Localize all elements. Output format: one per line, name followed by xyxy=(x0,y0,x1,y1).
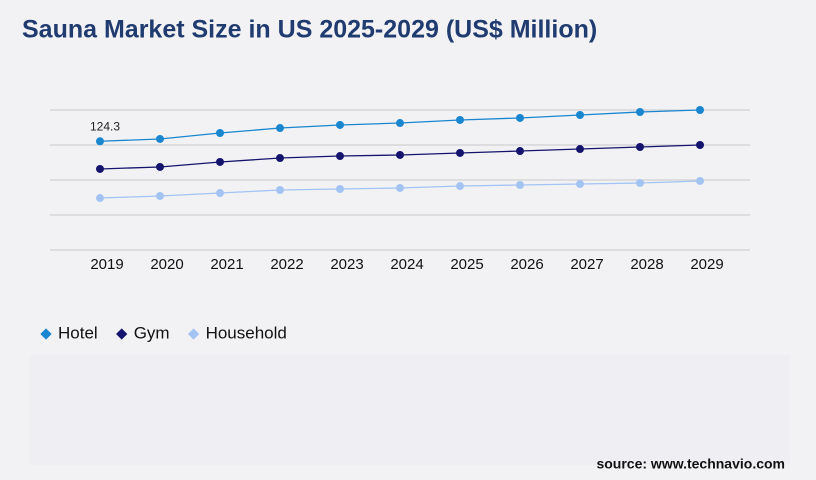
legend-label: Household xyxy=(206,323,287,342)
chart-title: Sauna Market Size in US 2025-2029 (US$ M… xyxy=(22,16,597,44)
data-point xyxy=(696,106,704,114)
x-tick-label: 2023 xyxy=(330,256,363,273)
legend-label: Gym xyxy=(134,323,170,342)
data-point xyxy=(396,183,404,192)
data-point xyxy=(96,164,104,173)
data-point xyxy=(336,152,344,161)
data-point xyxy=(636,108,644,117)
x-tick-label: 2020 xyxy=(150,256,183,273)
data-point xyxy=(156,134,164,143)
data-point xyxy=(636,178,644,187)
data-point xyxy=(636,143,644,152)
data-point xyxy=(96,194,104,203)
data-point xyxy=(276,124,284,133)
x-tick-label: 2019 xyxy=(90,256,123,273)
x-tick-label: 2025 xyxy=(450,256,483,273)
data-point xyxy=(276,185,284,194)
x-tick-label: 2021 xyxy=(210,256,243,273)
data-point xyxy=(216,189,224,198)
x-tick-label: 2026 xyxy=(510,256,543,273)
x-tick-label: 2029 xyxy=(690,256,723,273)
data-point xyxy=(576,145,584,154)
data-label: 124.3 xyxy=(90,119,120,133)
source: source: www.technavio.com xyxy=(596,456,785,472)
data-point xyxy=(156,162,164,171)
x-tick-label: 2024 xyxy=(390,256,423,273)
data-point xyxy=(336,185,344,194)
data-point xyxy=(576,110,584,119)
data-point xyxy=(396,119,404,128)
legend-label: Hotel xyxy=(58,323,98,342)
data-point xyxy=(516,180,524,189)
data-point xyxy=(576,180,584,189)
data-point xyxy=(516,113,524,122)
x-tick-label: 2027 xyxy=(570,256,603,273)
x-tick-label: 2028 xyxy=(630,256,663,273)
data-point xyxy=(696,176,704,185)
data-point xyxy=(456,182,464,191)
legend-marker xyxy=(40,328,52,340)
data-point xyxy=(456,148,464,157)
data-point xyxy=(696,141,704,149)
data-point xyxy=(516,147,524,156)
data-point xyxy=(276,154,284,163)
data-point xyxy=(96,137,104,146)
data-point xyxy=(396,150,404,159)
panel xyxy=(30,355,790,465)
data-point xyxy=(336,120,344,129)
data-point xyxy=(156,192,164,201)
x-tick-label: 2022 xyxy=(270,256,303,273)
data-point xyxy=(456,115,464,124)
data-point xyxy=(216,129,224,138)
data-point xyxy=(216,157,224,166)
legend-marker xyxy=(187,328,200,340)
